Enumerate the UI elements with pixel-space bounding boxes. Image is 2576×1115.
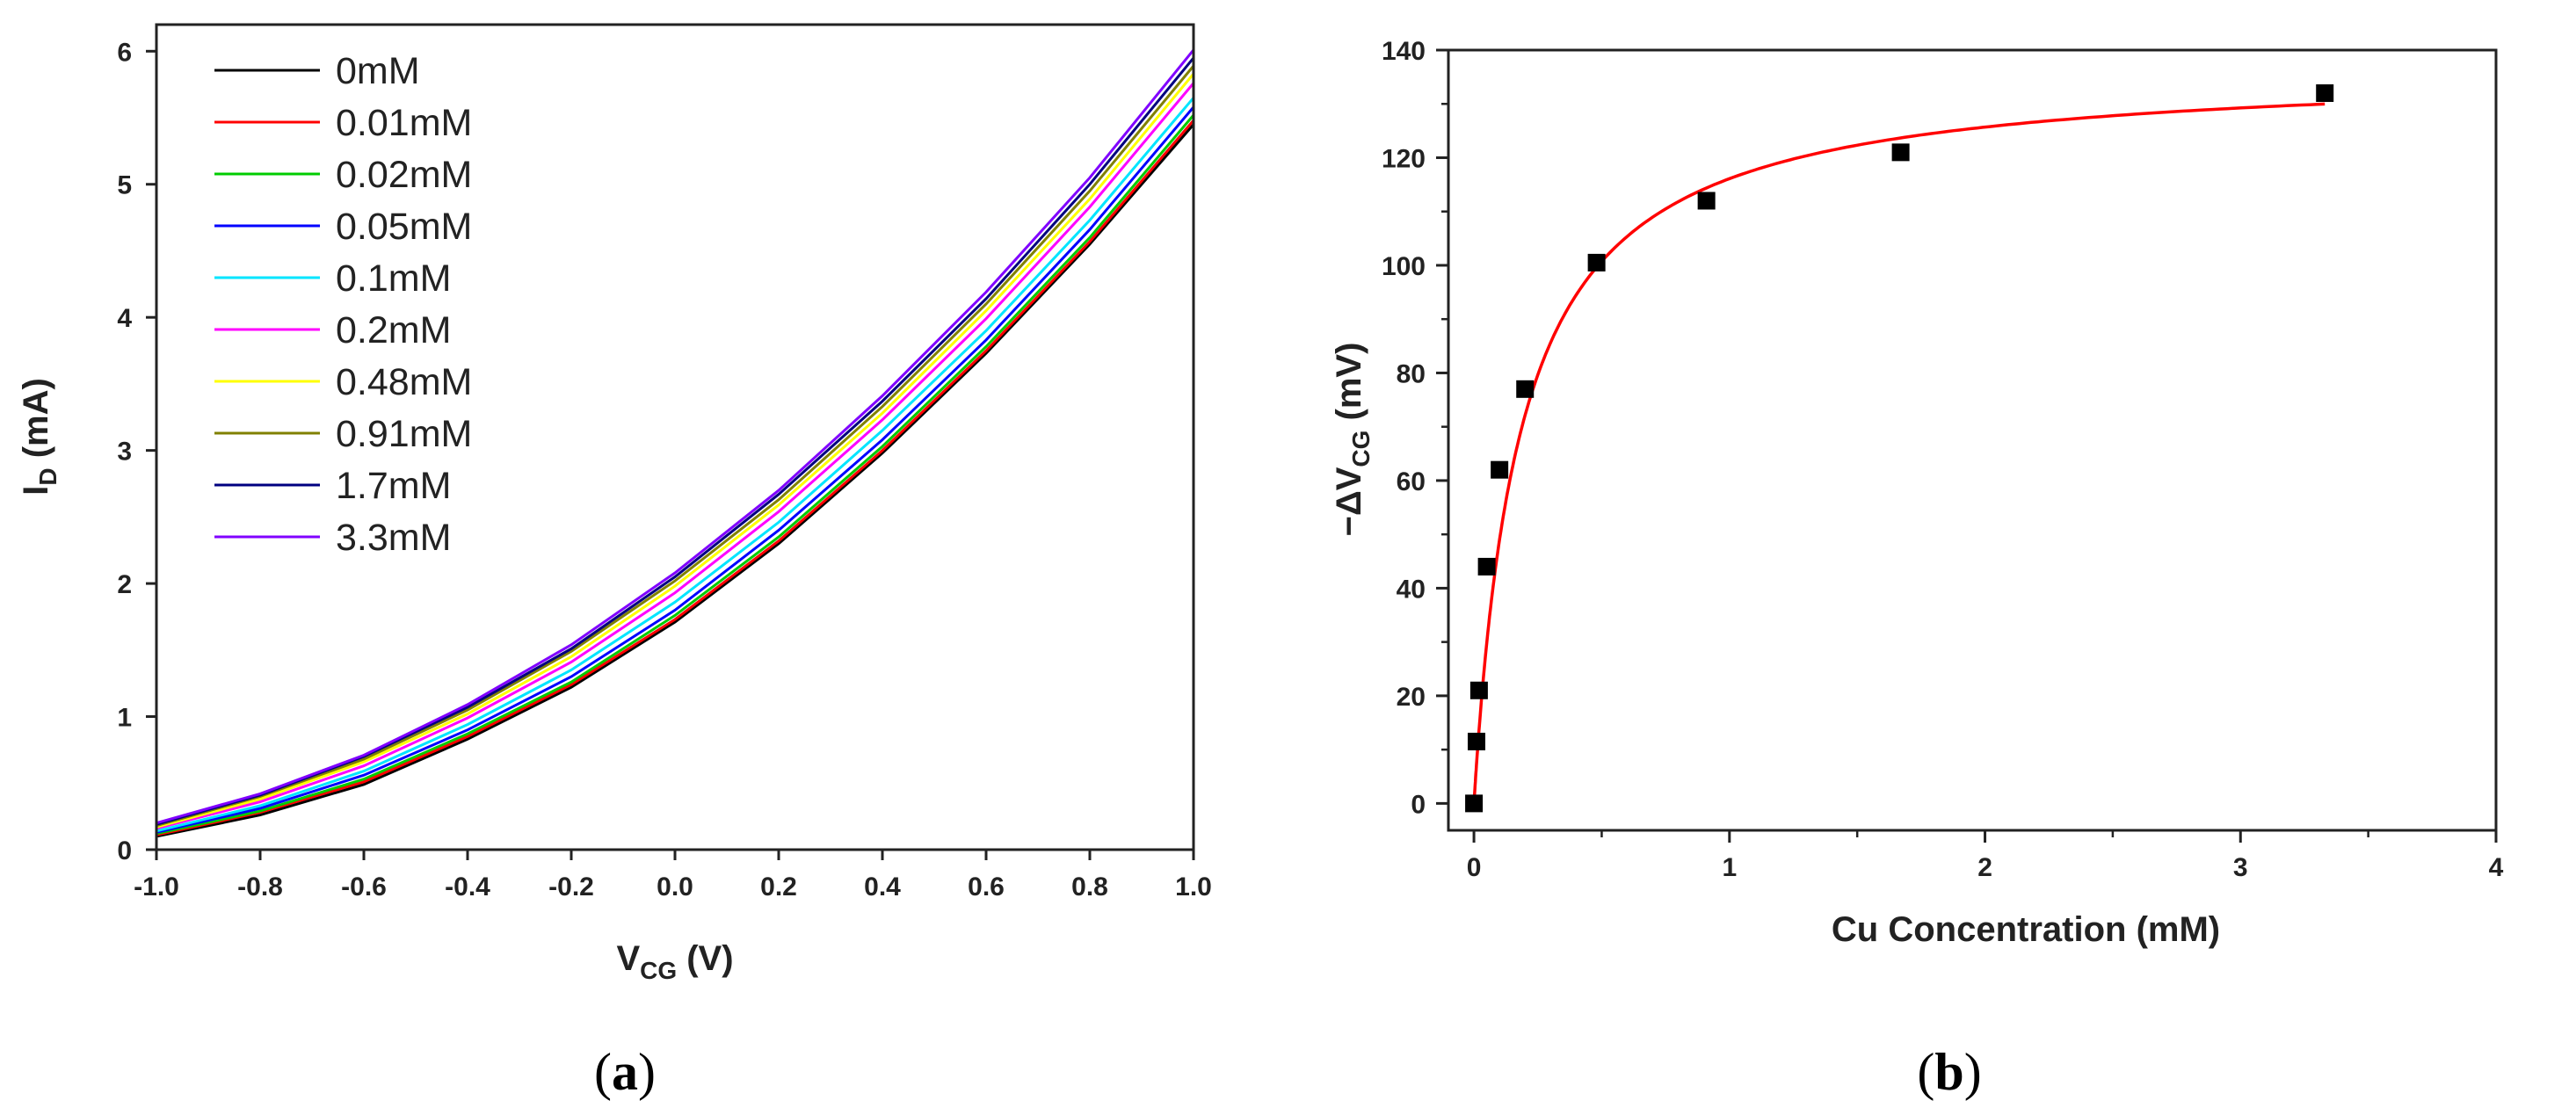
chart-a-legend-label-4: 0.1mM xyxy=(336,257,451,300)
chart-b-fit-curve xyxy=(1472,102,2326,804)
chart-a-series-line-5 xyxy=(156,82,1195,830)
chart-a-x-tick-label: 1.0 xyxy=(1175,872,1212,901)
chart-a-series-line-9 xyxy=(156,48,1195,825)
chart-b-x-tick-label: 2 xyxy=(1977,853,1992,882)
chart-a-y-tick-label: 1 xyxy=(117,704,132,733)
chart-a-legend: 0mM 0.01mM 0.02mM 0.05mM 0.1mM 0.2mM 0.48mM 0.9… xyxy=(214,50,472,559)
chart-a-legend-label-5: 0.2mM xyxy=(336,309,451,351)
chart-b-y-tick-label: 120 xyxy=(1382,144,1426,173)
chart-a-y-tick-label: 4 xyxy=(117,304,132,333)
chart-a-x-tick-label: -0.2 xyxy=(548,872,594,901)
chart-b-y-tick-label: 60 xyxy=(1397,467,1426,496)
chart-b-x-tick-label: 1 xyxy=(1722,853,1737,882)
chart-b-y-tick-label: 140 xyxy=(1382,37,1426,66)
chart-a-legend-label-1: 0.01mM xyxy=(336,102,472,144)
chart-a-y-tick-label: 0 xyxy=(117,836,132,865)
chart-a-y-axis-label: ID (mA) xyxy=(17,378,62,496)
chart-b-x-axis-label: Cu Concentration (mM) xyxy=(1832,910,2220,949)
chart-a-series-line-1 xyxy=(156,119,1195,836)
chart-a-series-line-2 xyxy=(156,114,1195,836)
chart-a-series-line-3 xyxy=(156,105,1195,834)
chart-a-x-tick-label: 0.0 xyxy=(657,872,693,901)
chart-b-y-tick-label: 80 xyxy=(1397,359,1426,388)
chart-b-data-point xyxy=(1477,557,1496,576)
chart-a-y-tick-label: 2 xyxy=(117,570,132,599)
chart-a-legend-label-6: 0.48mM xyxy=(336,361,472,403)
chart-a-x-tick-label: 0.6 xyxy=(968,872,1005,901)
chart-b-y-tick-label: 20 xyxy=(1397,683,1426,712)
chart-a-legend-label-7: 0.91mM xyxy=(336,413,472,455)
chart-a-series-line-7 xyxy=(156,65,1195,828)
chart-b-data-point xyxy=(1891,143,1910,162)
chart-a-legend-label-3: 0.05mM xyxy=(336,206,472,248)
chart-b-x-tick-label: 3 xyxy=(2233,853,2248,882)
chart-b-data-point xyxy=(1467,732,1485,750)
chart-a-x-tick-label: -0.4 xyxy=(445,872,490,901)
chart-a-legend-label-0: 0mM xyxy=(336,50,420,92)
chart-a-y-tick-label: 6 xyxy=(117,38,132,67)
chart-a-x-tick-label: -1.0 xyxy=(134,872,179,901)
chart-b-data-point xyxy=(1587,253,1606,272)
chart-b-data-point xyxy=(1469,681,1488,699)
chart-a-series-group xyxy=(156,48,1195,838)
chart-b-data-point xyxy=(1465,794,1484,813)
chart-a-legend-label-8: 1.7mM xyxy=(336,465,451,507)
chart-b-fit-group xyxy=(1472,102,2326,804)
chart-b-y-axis-label: −ΔVCG (mV) xyxy=(1330,343,1375,537)
chart-a-x-tick-label: -0.6 xyxy=(341,872,387,901)
chart-a-ticks: -1.0 -0.8 -0.6 -0.4 -0.2 0.0 0.2 0.4 0.6 0.8 1.0 0 1… xyxy=(117,38,1212,901)
chart-b-y-tick-label: 40 xyxy=(1397,575,1426,604)
chart-a-series-line-4 xyxy=(156,97,1195,833)
chart-a-legend-label-9: 3.3mM xyxy=(336,517,451,559)
chart-b-x-tick-label: 4 xyxy=(2489,853,2504,882)
chart-a-plot-frame xyxy=(155,23,1195,851)
chart-a-legend-label-2: 0.02mM xyxy=(336,154,472,196)
chart-a-series-line-0 xyxy=(156,123,1195,838)
chart-b-y-tick-label: 0 xyxy=(1411,790,1426,819)
chart-b-data-point xyxy=(1491,460,1509,479)
chart-b-points-group xyxy=(1465,83,2334,813)
chart-a-y-tick-label: 3 xyxy=(117,438,132,467)
chart-b-data-point xyxy=(1697,192,1716,210)
chart-b-y-tick-label: 100 xyxy=(1382,252,1426,281)
chart-b-x-tick-label: 0 xyxy=(1467,853,1482,882)
chart-a-x-axis-label: VCG (V) xyxy=(616,939,733,984)
chart-a: -1.0 -0.8 -0.6 -0.4 -0.2 0.0 0.2 0.4 0.6 0.8 1.0 0 1… xyxy=(17,23,1212,1101)
chart-b-data-point xyxy=(1516,380,1535,398)
chart-a-x-tick-label: -0.8 xyxy=(237,872,283,901)
panel-b-label: (b) xyxy=(1917,1043,1981,1101)
chart-a-y-tick-label: 5 xyxy=(117,171,132,200)
chart-b-data-point xyxy=(2316,83,2334,102)
chart-a-x-tick-label: 0.2 xyxy=(760,872,797,901)
chart-b-plot-frame xyxy=(1447,48,2498,832)
chart-a-x-tick-label: 0.8 xyxy=(1071,872,1108,901)
panel-a-label: (a) xyxy=(594,1043,656,1101)
chart-a-series-line-6 xyxy=(156,73,1195,829)
chart-a-x-tick-label: 0.4 xyxy=(864,872,901,901)
